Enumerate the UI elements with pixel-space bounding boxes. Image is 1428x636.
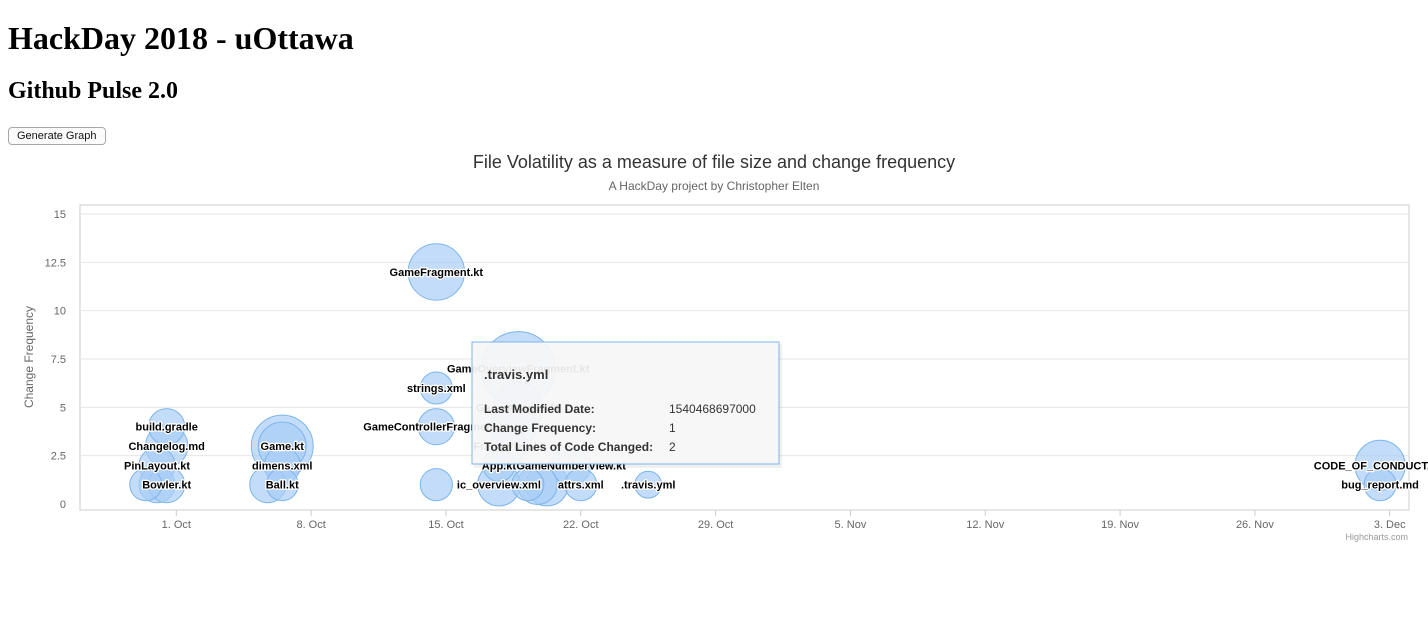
bubble-label: build.gradle	[136, 422, 198, 434]
x-tick-label: 3. Dec	[1374, 519, 1406, 531]
bubble-label: ic_overview.xml	[457, 480, 541, 492]
bubble-label: Game.kt	[261, 441, 305, 453]
bubble-label: attrs.xml	[558, 480, 604, 492]
x-tick-label: 29. Oct	[698, 519, 733, 531]
bubble-label: bug_report.md	[1341, 480, 1419, 492]
tooltip-value-frequency: 1	[669, 421, 676, 435]
grid-lines	[79, 204, 1410, 511]
bubble[interactable]	[419, 371, 453, 405]
y-tick-label: 0	[60, 499, 66, 511]
chart-container: File Volatility as a measure of file siz…	[0, 145, 1428, 555]
x-tick-label: 8. Oct	[296, 519, 325, 531]
y-tick-label: 5	[60, 402, 66, 414]
bubble-label: GameFragment.kt	[390, 267, 484, 279]
page-title: HackDay 2018 - uOttawa	[8, 20, 354, 56]
bubble[interactable]	[407, 243, 466, 301]
tooltip-label-frequency: Change Frequency:	[484, 421, 596, 435]
y-axis-ticks: 0 2.5 5 7.5 10 12.5 15	[45, 209, 66, 511]
bubble[interactable]	[511, 468, 545, 502]
bubble-label: PinLayout.kt	[124, 460, 190, 472]
bubble[interactable]	[634, 470, 663, 499]
y-tick-label: 7.5	[51, 354, 66, 366]
highcharts-credits[interactable]: Highcharts.com	[1345, 532, 1408, 542]
x-tick-label: 22. Oct	[563, 519, 598, 531]
bubble[interactable]	[265, 468, 299, 502]
bubble[interactable]	[564, 468, 598, 502]
bubble-label: Changelog.md	[128, 441, 204, 453]
tooltip-value-lines: 2	[669, 440, 676, 454]
y-axis-title: Change Frequency	[22, 306, 36, 408]
tooltip-box	[471, 341, 780, 465]
bubble[interactable]	[148, 408, 186, 446]
bubble-label: .travis.yml	[621, 480, 675, 492]
x-tick-label: 19. Nov	[1101, 519, 1139, 531]
y-tick-label: 12.5	[45, 257, 66, 269]
bubble[interactable]	[1363, 468, 1397, 502]
bubble-label: Ball.kt	[266, 480, 299, 492]
generate-graph-button[interactable]: Generate Graph	[8, 127, 106, 145]
y-tick-label: 10	[54, 306, 66, 318]
bubble-label: CODE_OF_CONDUCT.md	[1314, 460, 1428, 472]
bubble-label: dimens.xml	[252, 460, 313, 472]
bubble[interactable]	[129, 468, 163, 502]
chart-subtitle: A HackDay project by Christopher Elten	[609, 179, 820, 193]
x-tick-label: 15. Oct	[428, 519, 463, 531]
x-tick-label: 12. Nov	[966, 519, 1004, 531]
x-tick-label: 5. Nov	[835, 519, 867, 531]
y-tick-label: 15	[54, 209, 66, 221]
tooltip-label-date: Last Modified Date:	[484, 402, 595, 416]
bubble[interactable]	[417, 408, 455, 446]
chart-title: File Volatility as a measure of file siz…	[473, 152, 955, 172]
bubble-label: strings.xml	[407, 383, 466, 395]
bubble[interactable]	[419, 468, 453, 502]
x-axis-ticks: 1. Oct 8. Oct 15. Oct 22. Oct 29. Oct 5. Nov 1…	[162, 510, 1406, 531]
tooltip-value-date: 1540468697000	[669, 402, 756, 416]
tooltip: .travis.yml Last Modified Date: 15404686…	[471, 341, 782, 468]
bubble-label: Bowler.kt	[142, 480, 191, 492]
bubble-chart: File Volatility as a measure of file siz…	[22, 152, 1428, 542]
x-tick-label: 26. Nov	[1236, 519, 1274, 531]
tooltip-label-lines: Total Lines of Code Changed:	[484, 440, 653, 454]
plot-border	[79, 204, 1410, 511]
y-tick-label: 2.5	[51, 451, 66, 463]
page-subtitle: Github Pulse 2.0	[8, 78, 179, 104]
x-tick-label: 1. Oct	[162, 519, 191, 531]
tooltip-title: .travis.yml	[484, 367, 548, 382]
